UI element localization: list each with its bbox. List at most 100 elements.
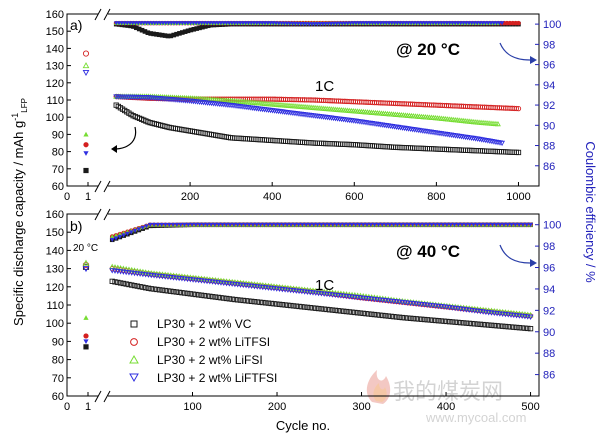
coulombic-efficiency-point [444,222,450,228]
right-tick-label: 86 [543,370,555,382]
coulombic-efficiency-point [189,222,195,228]
capacity-point [274,301,280,307]
capacity-point [117,280,124,286]
panel-a-break-mark [103,180,111,193]
left-tick-label: 70 [52,164,64,176]
panel-a-temperature-label: @ 20 °C [396,40,460,59]
x-tick-label: 200 [268,401,286,413]
left-tick-label: 60 [52,181,64,193]
panel-b-break-mark [94,208,102,221]
left-tick-label: 140 [46,245,64,257]
left-tick-label: 100 [46,318,64,330]
coulombic-efficiency-point [140,225,145,231]
coulombic-efficiency-point [364,222,370,228]
coulombic-efficiency-point [205,23,211,29]
coulombic-efficiency-point [281,222,286,228]
left-y-axis-title-subscript: LFP [20,98,29,113]
capacity-point [204,293,210,299]
coulombic-efficiency-point [224,222,229,228]
coulombic-efficiency-point [406,222,412,228]
capacity-point [424,317,431,323]
legend-label: LP30 + 2 wt% LiFTFSI [157,371,277,385]
coulombic-efficiency-point [269,222,275,228]
panel-b-axis-break [98,209,108,219]
capacity-point [483,322,489,328]
capacity-point [508,324,514,330]
legend-triangle-down-marker-icon [129,373,139,383]
formation-point [83,333,89,339]
capacity-point [168,288,174,294]
capacity-point [324,306,330,313]
capacity-point [455,319,461,326]
coulombic-efficiency-point [220,222,225,228]
x-tick-label: 100 [183,401,201,413]
coulombic-efficiency-point [307,222,313,228]
panel-a-right-ticks: 86 88 90 92 94 96 98 100 [535,19,561,173]
capacity-point [494,120,501,127]
coulombic-efficiency-point [338,222,343,228]
coulombic-efficiency-point [330,222,336,228]
right-tick-label: 92 [543,305,555,317]
capacity-point [438,318,444,324]
coulombic-efficiency-point [165,33,171,39]
left-tick-label: 160 [46,9,64,21]
panel-a-formation-points [82,50,90,174]
coulombic-efficiency-point [201,222,206,228]
coulombic-efficiency-point [379,222,385,228]
coulombic-efficiency-point [168,33,174,39]
panel-b-break-mark [94,390,102,403]
coulombic-efficiency-point [113,233,119,238]
formation-point [82,266,90,273]
capacity-point [346,309,352,315]
left-tick-label: 90 [52,129,64,141]
right-tick-label: 92 [543,100,555,112]
panel-a-break-mark [94,180,102,193]
capacity-point [488,322,495,328]
capacity-point [307,305,313,311]
capacity-point [209,294,216,300]
legend-entry-litfsi: LP30 + 2 wt% LiTFSI [130,335,270,349]
right-tick-label: 100 [543,19,561,31]
coulombic-efficiency-point [288,222,294,228]
coulombic-efficiency-point [159,32,165,38]
coulombic-efficiency-point [159,222,164,228]
capacity-point [525,325,531,332]
capacity-point [201,292,207,299]
capacity-point [145,285,152,291]
capacity-point [477,321,484,327]
panel-a-capacity-arrow-icon [115,126,137,150]
capacity-point [143,285,149,291]
capacity-point [497,323,503,329]
capacity-point [173,289,180,295]
capacity-point [182,290,188,296]
coulombic-efficiency-point [185,28,191,34]
capacity-point [131,282,138,289]
capacity-point [335,308,341,314]
capacity-point [232,296,238,303]
capacity-point [466,320,472,327]
left-tick-label: 70 [52,373,64,385]
capacity-point [343,308,350,315]
coulombic-efficiency-point [478,222,484,228]
capacity-point [494,323,500,329]
x-tick-label: 1 [85,401,91,413]
capacity-point [304,304,311,311]
capacity-point [223,295,230,302]
coulombic-efficiency-point [194,26,199,31]
coulombic-efficiency-point [524,222,530,228]
left-tick-label: 60 [52,391,64,403]
panel-b-legend: LP30 + 2 wt% VC LP30 + 2 wt% LiTFSI LP30… [129,317,277,385]
panel-b-ce-arrow-icon [499,244,531,264]
capacity-point [125,266,132,272]
capacity-point [396,314,403,320]
capacity-point [399,314,405,321]
capacity-point [413,316,419,322]
x-tick-label: 0 [64,191,70,203]
x-tick-label: 400 [263,191,281,203]
coulombic-efficiency-point [128,230,134,235]
capacity-point [154,286,160,293]
coulombic-efficiency-point [121,233,126,238]
x-tick-label: 0 [64,401,70,413]
panel-a-capacity-arrowhead-icon [111,145,117,153]
capacity-point [279,302,285,308]
